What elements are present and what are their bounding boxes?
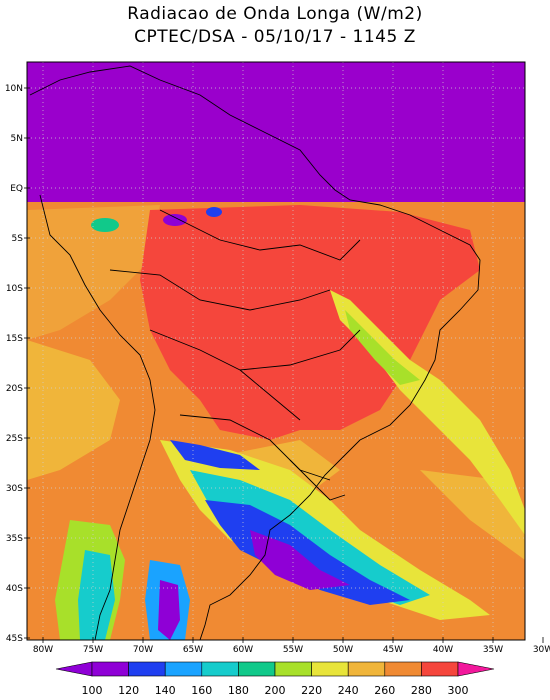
colorbar-swatch [128, 661, 166, 677]
colorbar-swatch [347, 661, 386, 677]
colorbar: 100 120 140 160 180 200 220 240 260 280 300 [55, 661, 495, 697]
lon-label: 60W [233, 645, 253, 655]
colorbar-swatch [274, 661, 312, 677]
lat-label: 20S [6, 384, 23, 394]
lat-label: 40S [6, 584, 23, 594]
lat-label: 30S [6, 484, 23, 494]
lat-label: 25S [6, 434, 23, 444]
lat-label: 35S [6, 534, 23, 544]
lat-label: 10S [6, 284, 23, 294]
colorbar-label: 120 [118, 684, 139, 697]
colorbar-low-arrow [55, 661, 93, 677]
map-title: Radiacao de Onda Longa (W/m2) [127, 4, 423, 24]
lon-label: 40W [433, 645, 453, 655]
colorbar-swatch [311, 661, 349, 677]
colorbar-swatch [421, 661, 459, 677]
colorbar-swatch [91, 661, 129, 677]
map-subtitle: CPTEC/DSA - 05/10/17 - 1145 Z [134, 27, 416, 47]
lon-label: 35W [483, 645, 503, 655]
lat-label: 45S [6, 634, 23, 644]
lon-label: 45W [383, 645, 403, 655]
coastlines [29, 65, 481, 640]
graticule [27, 62, 525, 640]
colorbar-swatch [201, 661, 239, 677]
colorbar-label: 240 [338, 684, 359, 697]
lat-label: 15S [6, 334, 23, 344]
colorbar-label: 140 [155, 684, 176, 697]
lon-label: 50W [333, 645, 353, 655]
lon-label: 70W [133, 645, 153, 655]
olr-field [27, 62, 525, 640]
colorbar-swatch [384, 661, 422, 677]
lon-label: 30W [533, 645, 550, 655]
longitude-labels: 80W 75W 70W 65W 60W 55W 50W 45W 40W 35W 30W [33, 637, 550, 655]
lat-label: 5N [11, 134, 23, 144]
lat-label: EQ [10, 184, 23, 194]
colorbar-label: 260 [374, 684, 395, 697]
colorbar-label: 100 [82, 684, 103, 697]
lat-label: 10N [5, 84, 23, 94]
colorbar-label: 200 [265, 684, 286, 697]
colorbar-label: 160 [191, 684, 212, 697]
colorbar-label: 220 [301, 684, 322, 697]
lon-label: 55W [283, 645, 303, 655]
map-frame [26, 61, 526, 641]
colorbar-swatch [238, 661, 276, 677]
lon-label: 75W [83, 645, 103, 655]
colorbar-label: 300 [448, 684, 469, 697]
latitude-labels: 10N 5N EQ 5S 10S 15S 20S 25S 30S 35S 40S 45S [5, 84, 30, 644]
colorbar-label: 180 [228, 684, 249, 697]
colorbar-label: 280 [411, 684, 432, 697]
lon-label: 80W [33, 645, 53, 655]
colorbar-high-arrow [457, 661, 495, 677]
colorbar-swatch [164, 661, 203, 677]
lon-label: 65W [183, 645, 203, 655]
lat-label: 5S [12, 234, 24, 244]
